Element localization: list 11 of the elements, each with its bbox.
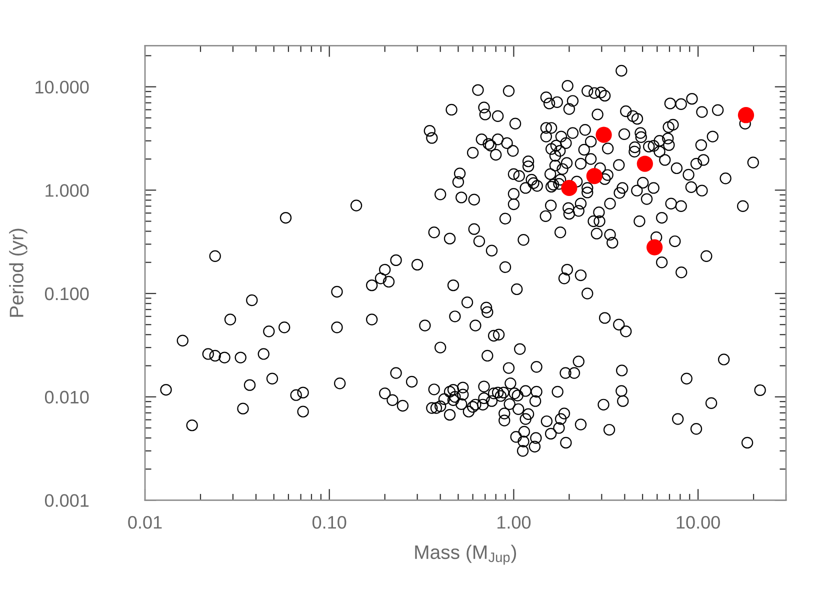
y-tick-label: 0.010 xyxy=(44,390,89,404)
y-tick-label: 0.001 xyxy=(44,494,89,507)
x-tick-label: 10.00 xyxy=(676,516,720,529)
x-tick-label: 0.01 xyxy=(128,516,162,529)
y-axis-title: Period (yr) xyxy=(9,228,28,317)
y-tick-label: 1.000 xyxy=(46,184,89,197)
x-tick-label: 1.00 xyxy=(498,516,531,529)
x-tick-label: 0.10 xyxy=(312,516,346,529)
y-tick-label: 0.100 xyxy=(44,287,89,300)
x-axis-title: Mass (M$_{Jup}$) xyxy=(415,544,516,565)
y-tick-label: 10.000 xyxy=(36,80,89,94)
